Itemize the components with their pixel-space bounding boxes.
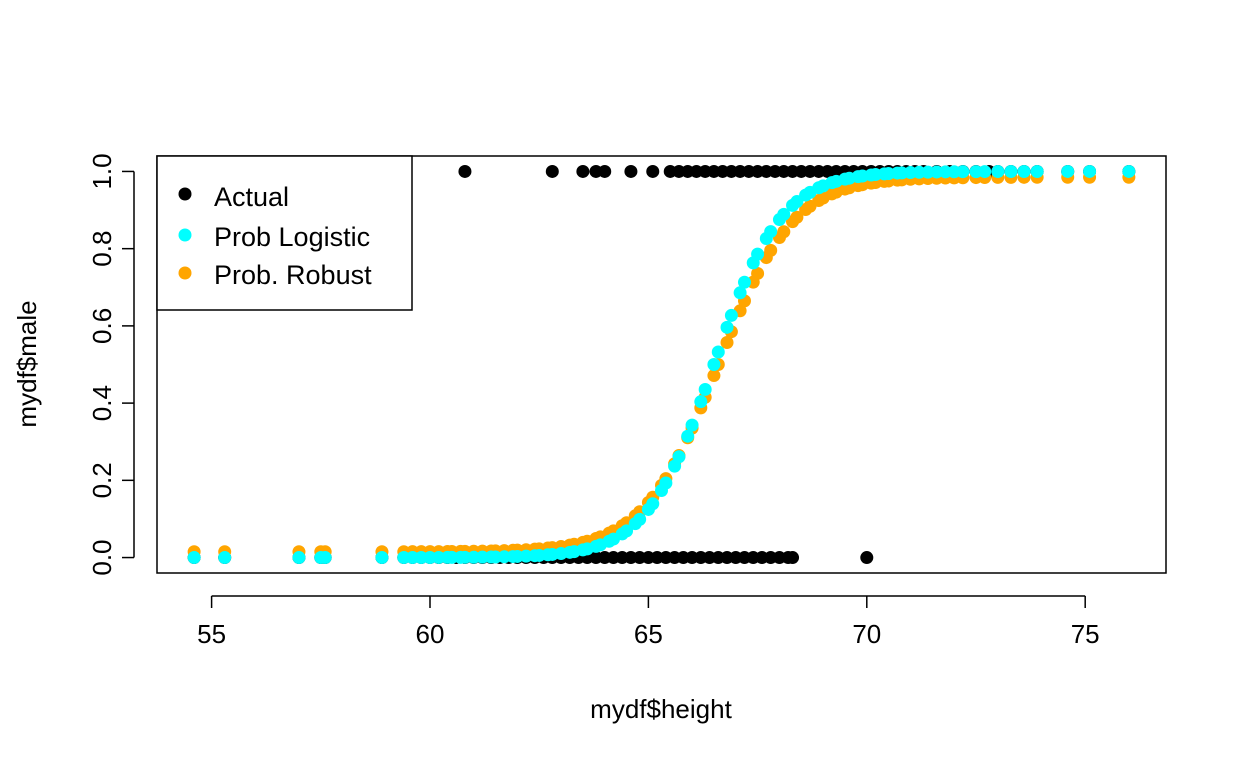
logistic-prob-point: [318, 551, 332, 565]
robust-prob-point: [777, 225, 791, 239]
robust-prob-point: [751, 266, 765, 280]
points-layer: [187, 164, 1136, 565]
logistic-prob-point: [694, 395, 708, 409]
actual-point: [624, 164, 638, 178]
logistic-prob-point: [777, 207, 791, 221]
logistic-prob-point: [1122, 164, 1136, 178]
robust-prob-point: [707, 369, 721, 383]
logistic-prob-point: [1061, 164, 1075, 178]
y-tick-label: 0.8: [87, 231, 117, 267]
actual-point: [576, 164, 590, 178]
legend-label-logistic: Prob Logistic: [214, 222, 370, 252]
actual-point: [545, 164, 559, 178]
logistic-prob-point: [672, 450, 686, 464]
actual-point: [786, 551, 800, 565]
logistic-prob-point: [646, 497, 660, 511]
x-tick-label: 75: [1071, 619, 1100, 649]
actual-point: [860, 551, 874, 565]
logistic-prob-point: [633, 512, 647, 526]
logistic-prob-point: [375, 551, 389, 565]
actual-point: [646, 164, 660, 178]
logistic-prob-point: [1004, 165, 1018, 178]
logistic-prob-point: [681, 429, 695, 443]
y-axis: 0.0 0.2 0.4 0.6 0.8 1.0: [87, 153, 135, 576]
logistic-prob-point: [1030, 164, 1044, 178]
x-tick-label: 70: [852, 619, 881, 649]
legend-marker-logistic: [178, 228, 192, 242]
logistic-prob-point: [978, 165, 992, 179]
x-axis-title: mydf$height: [590, 694, 732, 724]
y-axis-title: mydf$male: [12, 300, 42, 427]
logistic-prob-point: [292, 551, 306, 565]
logistic-prob-point: [698, 382, 712, 396]
logistic-prob-point: [956, 165, 970, 179]
legend: Actual Prob Logistic Prob. Robust: [156, 155, 413, 311]
y-tick-label: 0.2: [87, 462, 117, 498]
x-axis: 55 60 65 70 75: [197, 595, 1100, 649]
logistic-prob-point: [737, 275, 751, 289]
x-tick-label: 65: [634, 619, 663, 649]
y-tick-label: 0.6: [87, 308, 117, 344]
logistic-prob-point: [724, 308, 738, 322]
logistic-prob-point: [764, 225, 778, 239]
y-tick-label: 0.4: [87, 385, 117, 421]
logistic-prob-point: [218, 551, 232, 565]
logistic-prob-point: [620, 524, 634, 538]
legend-label-actual: Actual: [214, 182, 289, 212]
logistic-prob-point: [659, 476, 673, 490]
actual-point: [598, 164, 612, 178]
logistic-prob-point: [751, 247, 765, 261]
legend-box: [156, 155, 413, 311]
actual-point: [458, 164, 472, 178]
logistic-prob-point: [187, 551, 201, 565]
legend-label-robust: Prob. Robust: [214, 260, 372, 290]
legend-marker-robust: [178, 266, 192, 280]
y-tick-label: 1.0: [87, 153, 117, 189]
logistic-prob-point: [685, 418, 699, 432]
plot-frame: [156, 155, 1167, 574]
logistic-prob-point: [1017, 164, 1031, 178]
robust-prob-point: [790, 210, 804, 224]
logistic-prob-point: [711, 345, 725, 359]
y-tick-label: 0.0: [87, 539, 117, 575]
logistic-prob-point: [707, 358, 721, 371]
robust-prob-point: [764, 243, 778, 257]
x-tick-label: 55: [197, 619, 226, 649]
logistic-prob-point: [1083, 164, 1097, 178]
legend-marker-actual: [178, 187, 192, 201]
logistic-prob-point: [720, 320, 734, 334]
logistic-prob-point: [733, 286, 747, 300]
x-tick-label: 60: [416, 619, 445, 649]
robust-prob-point: [720, 336, 734, 349]
logistic-prob-point: [991, 165, 1005, 179]
